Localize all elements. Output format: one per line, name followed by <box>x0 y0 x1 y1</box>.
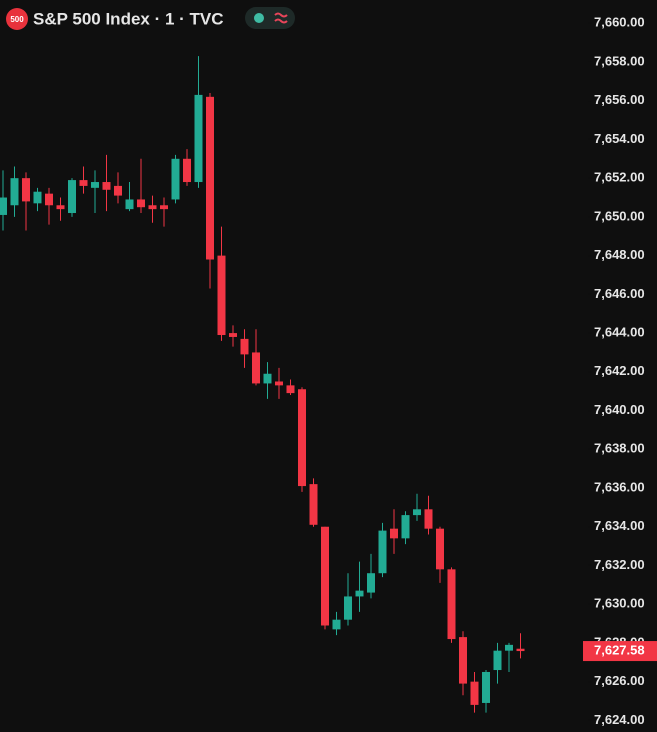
y-tick-label: 7,634.00 <box>594 518 645 533</box>
candle-body <box>22 178 30 202</box>
candle-body <box>355 590 364 597</box>
last-price-box <box>583 641 657 662</box>
candle-body <box>217 255 226 336</box>
candle-body <box>68 180 76 214</box>
symbol-icon <box>6 8 28 30</box>
candle-body <box>206 96 214 260</box>
candle-body <box>516 648 525 652</box>
candle-body <box>447 569 456 640</box>
y-tick-label: 7,644.00 <box>594 325 645 340</box>
y-tick-label: 7,652.00 <box>594 170 645 185</box>
candle-body <box>470 681 479 705</box>
candle-body <box>114 185 122 196</box>
candle-body <box>79 180 88 186</box>
candle-body <box>298 389 306 487</box>
y-tick-label: 7,640.00 <box>594 402 645 417</box>
candle-body <box>275 381 283 386</box>
candle-body <box>482 671 490 703</box>
candle-body <box>10 178 19 206</box>
candle-body <box>436 528 444 570</box>
y-tick-label: 7,646.00 <box>594 286 645 301</box>
y-tick-label: 7,642.00 <box>594 363 645 378</box>
candle-body <box>240 338 249 355</box>
candle-body <box>367 573 375 593</box>
y-tick-label: 7,636.00 <box>594 479 645 494</box>
candle-body <box>378 530 387 574</box>
candle-body <box>332 619 341 630</box>
candle-body <box>390 528 398 539</box>
candle-body <box>125 199 134 210</box>
y-tick-label: 7,650.00 <box>594 208 645 223</box>
candle-body <box>91 182 99 188</box>
y-tick-label: 7,648.00 <box>594 247 645 262</box>
candle-body <box>183 158 191 183</box>
y-tick-label: 7,638.00 <box>594 441 645 456</box>
candle-body <box>148 205 157 210</box>
candle-body <box>229 333 237 337</box>
y-tick-label: 7,626.00 <box>594 673 645 688</box>
candle-body <box>0 197 7 215</box>
y-tick-label: 7,656.00 <box>594 92 645 107</box>
candle-body <box>413 509 421 516</box>
candle-body <box>137 199 145 208</box>
candle-body <box>160 205 168 210</box>
candle-body <box>424 509 433 529</box>
candle-body <box>102 182 111 190</box>
y-tick-label: 7,654.00 <box>594 131 645 146</box>
candle-body <box>171 158 180 200</box>
market-status-dot <box>254 13 264 23</box>
candle-body <box>194 94 203 183</box>
candle-body <box>33 191 42 204</box>
candle-body <box>344 596 352 620</box>
candle-body <box>309 484 318 525</box>
candle-body <box>45 193 53 206</box>
status-pill[interactable] <box>245 7 295 29</box>
y-tick-label: 7,660.00 <box>594 15 645 30</box>
candle-body <box>321 526 329 626</box>
candle-body <box>56 205 65 210</box>
candle-body <box>252 352 260 384</box>
y-tick-label: 7,624.00 <box>594 712 645 727</box>
candle-body <box>286 385 295 394</box>
y-tick-label: 7,658.00 <box>594 53 645 68</box>
y-tick-label: 7,632.00 <box>594 557 645 572</box>
delay-icon <box>274 12 288 24</box>
last-price-label: 7,627.58 <box>594 642 645 657</box>
candle-body <box>505 644 513 651</box>
candle-body <box>263 373 272 384</box>
candle-body <box>459 637 467 684</box>
symbol-icon-text: 500 <box>10 15 24 24</box>
y-tick-label: 7,630.00 <box>594 596 645 611</box>
candle-body <box>493 650 502 671</box>
candle-body <box>401 515 410 539</box>
chart-title[interactable]: S&P 500 Index · 1 · TVC <box>33 9 224 28</box>
